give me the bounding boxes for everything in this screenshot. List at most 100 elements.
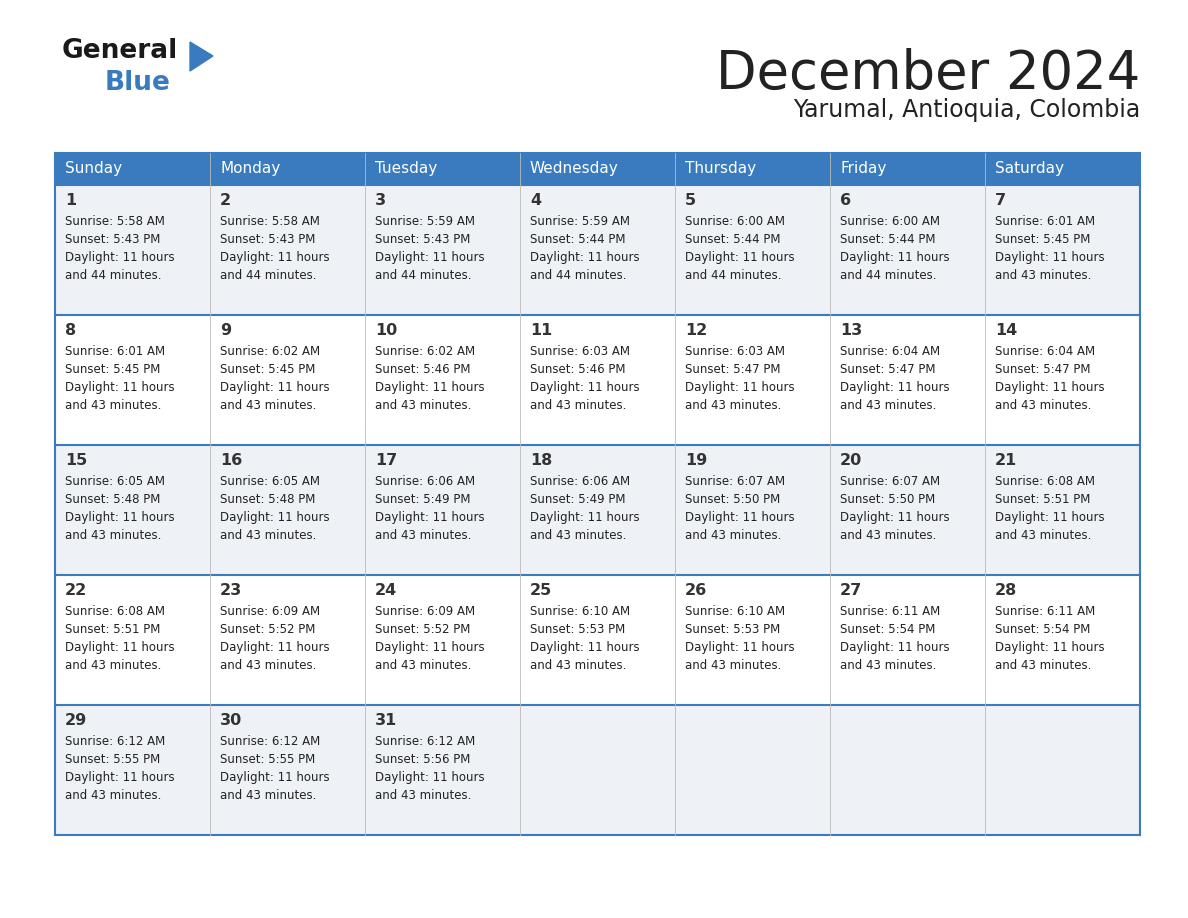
Text: Sunset: 5:45 PM: Sunset: 5:45 PM	[996, 233, 1091, 246]
Text: December 2024: December 2024	[715, 48, 1140, 100]
Text: and 43 minutes.: and 43 minutes.	[375, 529, 472, 542]
Text: Sunrise: 6:01 AM: Sunrise: 6:01 AM	[65, 345, 165, 358]
Text: Sunset: 5:54 PM: Sunset: 5:54 PM	[840, 623, 935, 636]
Text: 15: 15	[65, 453, 87, 468]
Text: Sunset: 5:47 PM: Sunset: 5:47 PM	[996, 363, 1091, 376]
Text: and 43 minutes.: and 43 minutes.	[65, 399, 162, 412]
Text: Sunrise: 6:10 AM: Sunrise: 6:10 AM	[530, 605, 630, 618]
Text: Sunrise: 6:12 AM: Sunrise: 6:12 AM	[220, 735, 321, 748]
Text: Sunset: 5:43 PM: Sunset: 5:43 PM	[65, 233, 160, 246]
Text: 7: 7	[996, 193, 1006, 208]
Text: and 43 minutes.: and 43 minutes.	[840, 529, 936, 542]
Text: Sunrise: 6:12 AM: Sunrise: 6:12 AM	[375, 735, 475, 748]
Text: Sunset: 5:52 PM: Sunset: 5:52 PM	[220, 623, 315, 636]
Text: Daylight: 11 hours: Daylight: 11 hours	[840, 641, 949, 654]
Text: Sunrise: 6:06 AM: Sunrise: 6:06 AM	[530, 475, 630, 488]
Text: Sunrise: 6:08 AM: Sunrise: 6:08 AM	[65, 605, 165, 618]
Text: Sunset: 5:48 PM: Sunset: 5:48 PM	[65, 493, 160, 506]
Text: and 43 minutes.: and 43 minutes.	[996, 529, 1092, 542]
Text: Daylight: 11 hours: Daylight: 11 hours	[220, 771, 329, 784]
Text: Sunset: 5:49 PM: Sunset: 5:49 PM	[375, 493, 470, 506]
Text: Daylight: 11 hours: Daylight: 11 hours	[375, 251, 485, 264]
Text: 27: 27	[840, 583, 862, 598]
Text: 12: 12	[685, 323, 707, 338]
Text: Daylight: 11 hours: Daylight: 11 hours	[685, 251, 795, 264]
Text: Daylight: 11 hours: Daylight: 11 hours	[220, 511, 329, 524]
Text: Daylight: 11 hours: Daylight: 11 hours	[996, 511, 1105, 524]
Text: Sunset: 5:49 PM: Sunset: 5:49 PM	[530, 493, 626, 506]
Text: Daylight: 11 hours: Daylight: 11 hours	[530, 381, 639, 394]
Text: Sunrise: 6:03 AM: Sunrise: 6:03 AM	[530, 345, 630, 358]
Text: Daylight: 11 hours: Daylight: 11 hours	[530, 641, 639, 654]
Text: and 43 minutes.: and 43 minutes.	[65, 529, 162, 542]
Text: Sunrise: 6:09 AM: Sunrise: 6:09 AM	[375, 605, 475, 618]
Text: Sunset: 5:46 PM: Sunset: 5:46 PM	[530, 363, 626, 376]
Text: 8: 8	[65, 323, 76, 338]
Text: Sunrise: 6:00 AM: Sunrise: 6:00 AM	[840, 215, 940, 228]
Text: Sunrise: 6:00 AM: Sunrise: 6:00 AM	[685, 215, 785, 228]
Text: Sunset: 5:52 PM: Sunset: 5:52 PM	[375, 623, 470, 636]
Text: and 43 minutes.: and 43 minutes.	[65, 659, 162, 672]
Text: Daylight: 11 hours: Daylight: 11 hours	[996, 251, 1105, 264]
Text: Daylight: 11 hours: Daylight: 11 hours	[220, 381, 329, 394]
Text: Monday: Monday	[220, 162, 280, 176]
Text: Daylight: 11 hours: Daylight: 11 hours	[840, 511, 949, 524]
Text: Daylight: 11 hours: Daylight: 11 hours	[375, 381, 485, 394]
Text: Sunset: 5:43 PM: Sunset: 5:43 PM	[220, 233, 315, 246]
Text: and 44 minutes.: and 44 minutes.	[840, 269, 936, 282]
Text: Tuesday: Tuesday	[375, 162, 437, 176]
Text: 30: 30	[220, 713, 242, 728]
Text: Sunrise: 6:09 AM: Sunrise: 6:09 AM	[220, 605, 320, 618]
Text: and 43 minutes.: and 43 minutes.	[220, 529, 316, 542]
Text: Sunrise: 5:58 AM: Sunrise: 5:58 AM	[65, 215, 165, 228]
Text: Daylight: 11 hours: Daylight: 11 hours	[375, 771, 485, 784]
Text: 24: 24	[375, 583, 397, 598]
Text: Sunrise: 6:12 AM: Sunrise: 6:12 AM	[65, 735, 165, 748]
Text: Sunset: 5:51 PM: Sunset: 5:51 PM	[996, 493, 1091, 506]
Text: Blue: Blue	[105, 70, 171, 96]
Text: 25: 25	[530, 583, 552, 598]
Bar	[55, 185, 1140, 315]
Text: 13: 13	[840, 323, 862, 338]
Text: and 44 minutes.: and 44 minutes.	[65, 269, 162, 282]
Text: Sunrise: 5:59 AM: Sunrise: 5:59 AM	[375, 215, 475, 228]
Text: Sunset: 5:44 PM: Sunset: 5:44 PM	[530, 233, 626, 246]
Text: Sunrise: 6:02 AM: Sunrise: 6:02 AM	[375, 345, 475, 358]
Text: Daylight: 11 hours: Daylight: 11 hours	[375, 641, 485, 654]
Text: and 43 minutes.: and 43 minutes.	[996, 399, 1092, 412]
Text: and 44 minutes.: and 44 minutes.	[220, 269, 316, 282]
Text: Sunset: 5:56 PM: Sunset: 5:56 PM	[375, 753, 470, 766]
Text: Sunrise: 6:05 AM: Sunrise: 6:05 AM	[65, 475, 165, 488]
Text: Sunrise: 6:08 AM: Sunrise: 6:08 AM	[996, 475, 1095, 488]
Text: Sunrise: 6:06 AM: Sunrise: 6:06 AM	[375, 475, 475, 488]
Text: Sunset: 5:50 PM: Sunset: 5:50 PM	[840, 493, 935, 506]
Text: Sunset: 5:45 PM: Sunset: 5:45 PM	[65, 363, 160, 376]
Text: and 43 minutes.: and 43 minutes.	[996, 659, 1092, 672]
Text: 29: 29	[65, 713, 87, 728]
Text: Sunrise: 6:11 AM: Sunrise: 6:11 AM	[996, 605, 1095, 618]
Text: Sunrise: 6:03 AM: Sunrise: 6:03 AM	[685, 345, 785, 358]
Text: Sunset: 5:51 PM: Sunset: 5:51 PM	[65, 623, 160, 636]
Text: 14: 14	[996, 323, 1017, 338]
Text: 26: 26	[685, 583, 707, 598]
Text: and 43 minutes.: and 43 minutes.	[685, 529, 782, 542]
Text: and 43 minutes.: and 43 minutes.	[220, 789, 316, 802]
Text: Sunrise: 6:02 AM: Sunrise: 6:02 AM	[220, 345, 320, 358]
Text: 11: 11	[530, 323, 552, 338]
Text: Daylight: 11 hours: Daylight: 11 hours	[530, 251, 639, 264]
Text: 22: 22	[65, 583, 87, 598]
Text: 3: 3	[375, 193, 386, 208]
Text: 5: 5	[685, 193, 696, 208]
Text: Sunset: 5:43 PM: Sunset: 5:43 PM	[375, 233, 470, 246]
Text: and 43 minutes.: and 43 minutes.	[530, 529, 626, 542]
Text: and 43 minutes.: and 43 minutes.	[375, 659, 472, 672]
Text: 21: 21	[996, 453, 1017, 468]
Text: 10: 10	[375, 323, 397, 338]
Text: Sunset: 5:45 PM: Sunset: 5:45 PM	[220, 363, 315, 376]
Text: and 43 minutes.: and 43 minutes.	[840, 399, 936, 412]
Text: Sunset: 5:54 PM: Sunset: 5:54 PM	[996, 623, 1091, 636]
Text: Sunset: 5:47 PM: Sunset: 5:47 PM	[685, 363, 781, 376]
Bar	[55, 445, 1140, 575]
Text: General: General	[62, 38, 178, 64]
Text: Sunrise: 5:58 AM: Sunrise: 5:58 AM	[220, 215, 320, 228]
